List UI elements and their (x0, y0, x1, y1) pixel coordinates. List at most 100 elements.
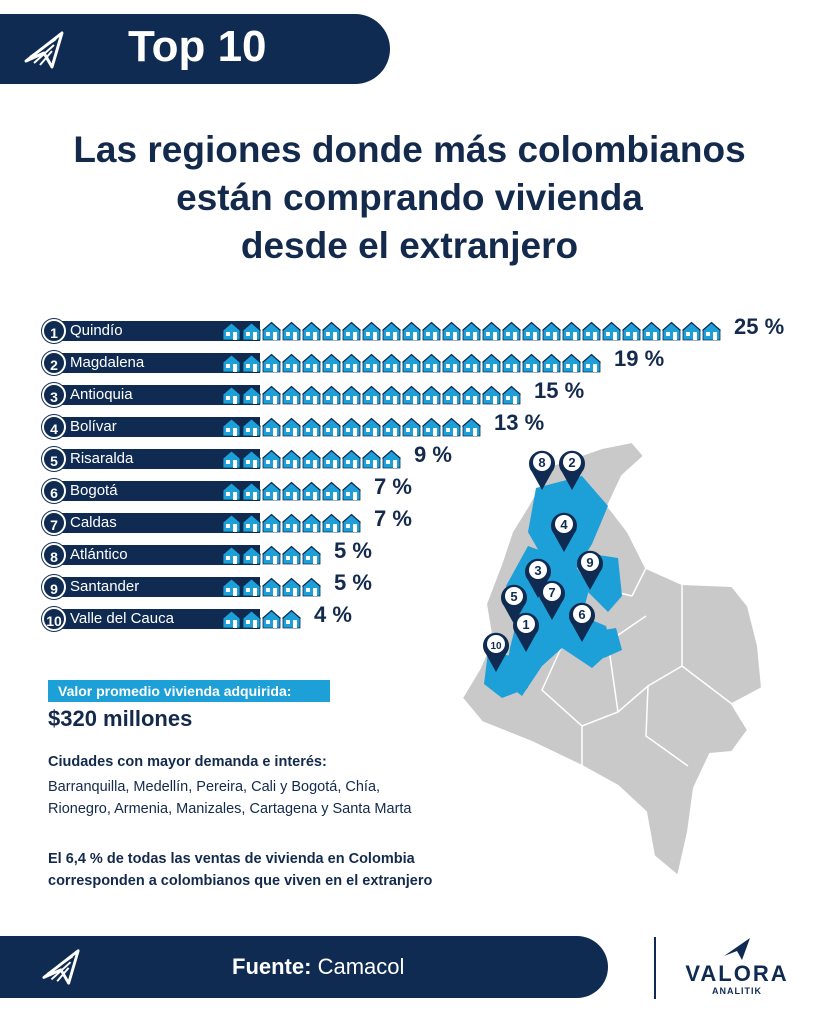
house-icon (502, 353, 521, 373)
house-icon (322, 481, 341, 501)
top-banner: Top 10 (0, 14, 390, 84)
map-pin: 9 (577, 550, 603, 590)
house-icon (322, 513, 341, 533)
house-icon (262, 545, 281, 565)
house-icon (562, 353, 581, 373)
valor-label: Valor promedio vivienda adquirida: (48, 680, 330, 702)
valor-amount: $320 millones (48, 706, 193, 731)
house-icon (242, 417, 261, 437)
rank-number: 9 (42, 575, 66, 599)
house-icon (382, 385, 401, 405)
map-pin-label: 10 (490, 641, 502, 652)
house-icon (222, 353, 241, 373)
headline-line-1: Las regiones donde más colombianos (73, 129, 746, 170)
house-icon (302, 417, 321, 437)
brand-logo: VALORA ANALITIK (682, 934, 792, 1004)
rank-number: 2 (42, 351, 66, 375)
house-icon (322, 321, 341, 341)
rank-number: 7 (42, 511, 66, 535)
house-icon (482, 321, 501, 341)
house-icon (362, 385, 381, 405)
bottom-banner: Fuente: Camacol (0, 936, 608, 998)
cities-list: Barranquilla, Medellín, Pereira, Cali y … (48, 776, 488, 820)
footnote: El 6,4 % de todas las ventas de vivienda… (48, 848, 488, 892)
house-icon (622, 321, 641, 341)
cities-line-2: Rionegro, Armenia, Manizales, Cartagena … (48, 801, 412, 817)
rank-number: 5 (42, 447, 66, 471)
rank-number: 4 (42, 415, 66, 439)
house-icon (222, 577, 241, 597)
chart-row: 7 Caldas 7 % (42, 506, 802, 535)
house-icon (282, 321, 301, 341)
house-icon (462, 417, 481, 437)
rank-number: 6 (42, 479, 66, 503)
map-pin-label: 4 (560, 517, 568, 532)
value-label: 15 % (534, 378, 585, 403)
rank-number: 10 (42, 607, 66, 631)
house-icon (242, 513, 261, 533)
house-icon (382, 449, 401, 469)
house-icon (542, 353, 561, 373)
house-icon (362, 353, 381, 373)
source-text: Fuente: Camacol (232, 954, 404, 980)
house-icon (642, 321, 661, 341)
value-label: 5 % (334, 570, 372, 595)
house-icon (462, 321, 481, 341)
map-pin: 4 (551, 512, 577, 552)
house-icon (342, 385, 361, 405)
house-icon (482, 385, 501, 405)
footer-divider (654, 937, 656, 999)
house-icon (322, 353, 341, 373)
chart-row: 6 Bogotá 7 % (42, 474, 802, 503)
house-icon (282, 353, 301, 373)
house-icon (442, 321, 461, 341)
house-icon (222, 417, 241, 437)
house-icon (242, 577, 261, 597)
house-icon (302, 385, 321, 405)
house-icon (262, 353, 281, 373)
house-icon (582, 321, 601, 341)
house-icon (462, 353, 481, 373)
house-icon (282, 385, 301, 405)
colombia-map: 8 2 4 3 9 5 7 6 1 10 (460, 440, 764, 876)
map-pin: 8 (529, 450, 555, 490)
house-icon (342, 513, 361, 533)
map-pin-label: 3 (534, 563, 541, 578)
house-icon (342, 353, 361, 373)
headline-line-3: desde el extranjero (240, 225, 579, 266)
house-icon (242, 545, 261, 565)
house-icon (562, 321, 581, 341)
house-icon (362, 449, 381, 469)
map-pin-label: 8 (538, 455, 545, 470)
house-icon (342, 449, 361, 469)
house-icon (342, 417, 361, 437)
house-icon (522, 321, 541, 341)
valora-mark-icon (724, 938, 750, 960)
value-label: 5 % (334, 538, 372, 563)
house-icon (242, 481, 261, 501)
chart-row: 5 Risaralda 9 % (42, 442, 802, 471)
house-icon (282, 417, 301, 437)
house-icon (262, 513, 281, 533)
house-icon (222, 545, 241, 565)
house-icon (462, 385, 481, 405)
source-value: Camacol (317, 954, 405, 979)
valora-logo-icon (24, 31, 64, 69)
house-icon (402, 353, 421, 373)
house-icon (362, 417, 381, 437)
value-label: 13 % (494, 410, 545, 435)
house-icon (222, 449, 241, 469)
house-icon (502, 321, 521, 341)
map-pin-label: 2 (568, 455, 575, 470)
headline: Las regiones donde más colombianos están… (0, 126, 819, 270)
chart-row: 10 Valle del Cauca 4 % (42, 602, 802, 631)
house-icon (422, 385, 441, 405)
house-icon (382, 417, 401, 437)
value-label: 9 % (414, 442, 452, 467)
brand-sub: ANALITIK (712, 986, 762, 996)
house-icon (302, 513, 321, 533)
rank-number: 1 (42, 319, 66, 343)
footnote-line-1: El 6,4 % de todas las ventas de vivienda… (48, 851, 415, 867)
house-icon (422, 353, 441, 373)
cities-title: Ciudades con mayor demanda e interés: (48, 754, 327, 770)
